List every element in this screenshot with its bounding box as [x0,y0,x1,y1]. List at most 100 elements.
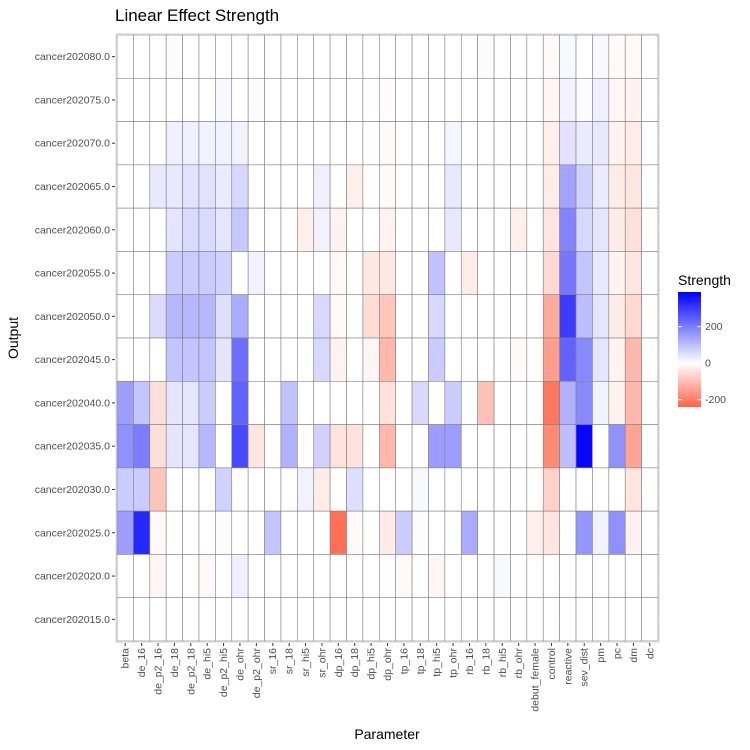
heatmap-cell-control-cancer202045.0 [542,337,560,382]
heatmap-cell-beta-cancer202025.0 [116,510,134,555]
heatmap-cell-rb_16-cancer202070.0 [460,121,478,166]
heatmap-cell-de_p2_16-cancer202040.0 [149,380,167,425]
heatmap-cell-reactive-cancer202020.0 [559,554,577,599]
heatmap-cell-control-cancer202055.0 [542,251,560,296]
heatmap-cell-sev_dist-cancer202050.0 [575,294,593,339]
heatmap-cell-tp_18-cancer202040.0 [411,380,429,425]
heatmap-cell-de_ohr-cancer202030.0 [231,467,249,512]
x-tick-label: tp_18 [415,648,427,674]
heatmap-cell-tp_hi5-cancer202065.0 [428,164,446,209]
heatmap-cell-tp_hi5-cancer202045.0 [428,337,446,382]
heatmap-cell-debut_female-cancer202080.0 [526,34,544,79]
heatmap-cell-dm-cancer202050.0 [624,294,642,339]
heatmap-cell-dp_ohr-cancer202055.0 [379,251,396,296]
heatmap-cell-de_18-cancer202040.0 [165,380,183,425]
heatmap-cell-tp_18-cancer202015.0 [411,597,429,642]
heatmap-cell-de_p2_hi5-cancer202060.0 [215,207,233,252]
heatmap-cell-debut_female-cancer202040.0 [526,380,544,425]
heatmap-cell-sev_dist-cancer202030.0 [575,467,593,512]
heatmap-cell-sev_dist-cancer202040.0 [575,380,593,425]
heatmap-cell-de_p2_hi5-cancer202030.0 [215,467,233,512]
heatmap-cell-pc-cancer202030.0 [608,467,626,512]
x-tick-label: de_18 [169,648,181,677]
heatmap-cell-dm-cancer202030.0 [624,467,642,512]
heatmap-cell-debut_female-cancer202015.0 [526,597,544,642]
heatmap-cell-reactive-cancer202045.0 [559,337,577,382]
heatmap-cell-de_p2_16-cancer202035.0 [149,424,167,469]
heatmap-cell-sev_dist-cancer202070.0 [575,121,593,166]
heatmap-cell-dp_16-cancer202035.0 [329,424,347,469]
heatmap-cell-dp_ohr-cancer202080.0 [379,34,396,79]
heatmap-cell-sr_ohr-cancer202035.0 [313,424,331,469]
heatmap-cell-debut_female-cancer202045.0 [526,337,544,382]
heatmap-cell-rb_ohr-cancer202045.0 [510,337,528,382]
heatmap-cell-tp_ohr-cancer202055.0 [444,251,462,296]
heatmap-cell-dp_18-cancer202075.0 [346,77,364,122]
heatmap-cell-de_18-cancer202035.0 [165,424,183,469]
heatmap-cell-dm-cancer202075.0 [624,77,642,122]
heatmap-cell-dc-cancer202050.0 [641,294,659,339]
heatmap-cell-sr_18-cancer202075.0 [280,77,298,122]
heatmap-cell-dp_ohr-cancer202060.0 [379,207,396,252]
heatmap-cell-sev_dist-cancer202020.0 [575,554,593,599]
heatmap-cell-dp_hi5-cancer202080.0 [362,34,380,79]
x-tick-label: sr_18 [284,648,296,674]
heatmap-cell-sr_ohr-cancer202080.0 [313,34,331,79]
heatmap-cell-dp_ohr-cancer202015.0 [379,597,396,642]
heatmap-cell-sr_ohr-cancer202075.0 [313,77,331,122]
heatmap-cell-rb_hi5-cancer202080.0 [493,34,511,79]
heatmap-cell-sev_dist-cancer202025.0 [575,510,593,555]
heatmap-cell-de_ohr-cancer202080.0 [231,34,249,79]
heatmap-cell-de_p2_ohr-cancer202025.0 [247,510,265,555]
heatmap-cell-de_p2_18-cancer202060.0 [182,207,200,252]
heatmap-cell-tp_18-cancer202065.0 [411,164,429,209]
heatmap-cell-tp_16-cancer202075.0 [395,77,413,122]
heatmap-cell-sr_18-cancer202020.0 [280,554,298,599]
heatmap-cell-de_16-cancer202040.0 [133,380,151,425]
heatmap-cell-de_p2_16-cancer202030.0 [149,467,167,512]
heatmap-cell-sev_dist-cancer202045.0 [575,337,593,382]
heatmap-cell-tp_16-cancer202060.0 [395,207,413,252]
heatmap-cell-tp_ohr-cancer202030.0 [444,467,462,512]
heatmap-cell-dp_ohr-cancer202075.0 [379,77,396,122]
heatmap-cell-de_p2_ohr-cancer202045.0 [247,337,265,382]
heatmap-cell-dp_16-cancer202075.0 [329,77,347,122]
x-tick-label: tp_16 [398,648,410,674]
heatmap-cell-sr_hi5-cancer202025.0 [297,510,315,555]
heatmap-cell-rb_16-cancer202050.0 [460,294,478,339]
heatmap-cell-reactive-cancer202025.0 [559,510,577,555]
heatmap-cell-sr_ohr-cancer202020.0 [313,554,331,599]
heatmap-cell-rb_ohr-cancer202025.0 [510,510,528,555]
heatmap-cell-de_p2_ohr-cancer202070.0 [247,121,265,166]
color-legend: Strength -200 0 200 [678,272,731,407]
x-tick-label: reactive [562,648,574,685]
heatmap-cell-de_18-cancer202045.0 [165,337,183,382]
heatmap-cell-tp_18-cancer202060.0 [411,207,429,252]
heatmap-cell-de_p2_18-cancer202035.0 [182,424,200,469]
heatmap-cell-pm-cancer202060.0 [592,207,610,252]
heatmap-cell-de_p2_hi5-cancer202070.0 [215,121,233,166]
x-tick-label: rb_hi5 [497,648,509,677]
heatmap-cell-rb_16-cancer202020.0 [460,554,478,599]
heatmap-cell-sr_ohr-cancer202015.0 [313,597,331,642]
heatmap-cell-rb_ohr-cancer202075.0 [510,77,528,122]
y-axis-ticks: cancer202080.0 cancer202075.0 cancer202070… [35,51,115,626]
heatmap-cell-de_p2_18-cancer202075.0 [182,77,200,122]
heatmap-cell-dp_18-cancer202030.0 [346,467,364,512]
heatmap-cell-tp_hi5-cancer202055.0 [428,251,446,296]
heatmap-cell-sr_ohr-cancer202065.0 [313,164,331,209]
heatmap-cell-de_p2_18-cancer202050.0 [182,294,200,339]
x-tick-label: beta [120,648,132,669]
x-tick-label: de_p2_18 [185,648,197,695]
heatmap-cell-tp_18-cancer202070.0 [411,121,429,166]
heatmap-cell-sr_16-cancer202065.0 [264,164,282,209]
heatmap-cell-pm-cancer202015.0 [592,597,610,642]
heatmap-cell-de_16-cancer202025.0 [133,510,151,555]
heatmap-cell-sr_hi5-cancer202065.0 [297,164,315,209]
heatmap-cell-de_18-cancer202020.0 [165,554,183,599]
heatmap-cell-de_p2_ohr-cancer202060.0 [247,207,265,252]
heatmap-cell-sr_16-cancer202025.0 [264,510,282,555]
heatmap-cell-rb_hi5-cancer202050.0 [493,294,511,339]
heatmap-cell-tp_ohr-cancer202070.0 [444,121,462,166]
heatmap-cell-tp_hi5-cancer202035.0 [428,424,446,469]
